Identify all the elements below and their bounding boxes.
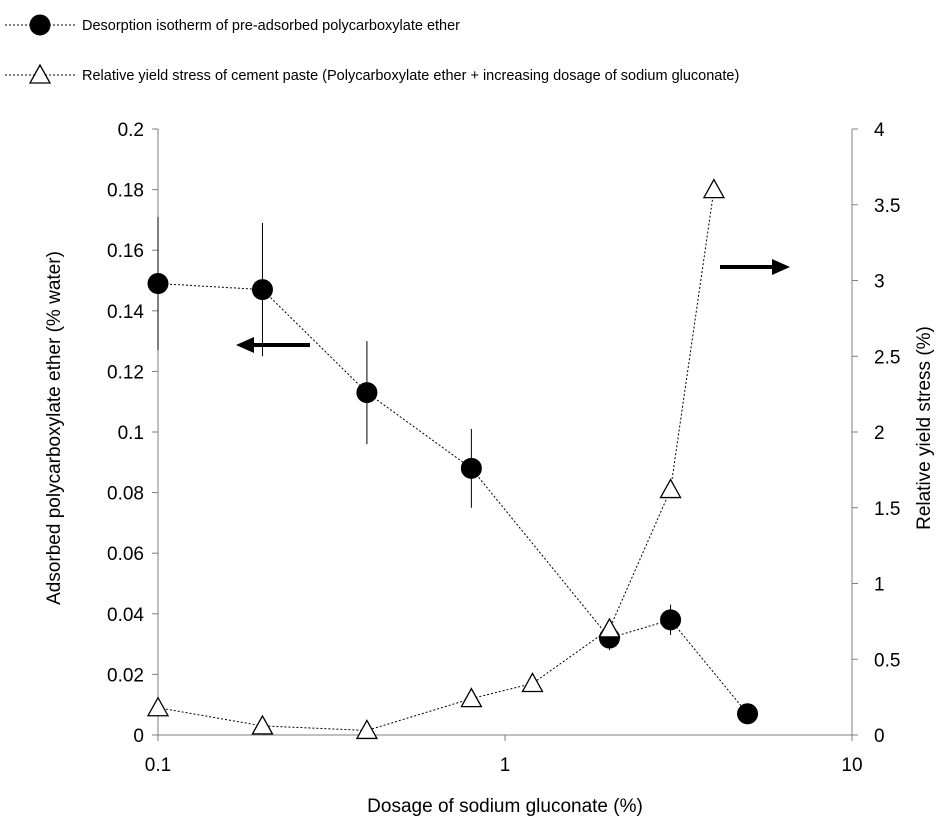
y-right-tick-label: 0.5 xyxy=(874,650,900,671)
y-right-tick-label: 3.5 xyxy=(874,196,900,217)
data-point-triangle xyxy=(659,478,682,499)
y-right-tick-label: 3 xyxy=(874,272,885,293)
markers xyxy=(146,178,759,740)
x-tick-label: 10 xyxy=(841,755,862,776)
data-point-circle xyxy=(460,457,482,479)
x-tick-label: 1 xyxy=(500,755,511,776)
y-left-tick-label: 0.14 xyxy=(107,302,144,323)
y-right-tick-label: 1 xyxy=(874,575,885,596)
y-left-tick-label: 0.08 xyxy=(107,484,144,505)
data-point-triangle xyxy=(146,696,170,717)
legend-label: Relative yield stress of cement paste (P… xyxy=(82,68,739,84)
data-point-triangle xyxy=(251,714,274,735)
y-right-tick-label: 2 xyxy=(874,423,885,444)
y-left-tick-label: 0.18 xyxy=(107,181,144,202)
arrow-left-head xyxy=(236,337,254,353)
data-point-triangle xyxy=(598,617,621,638)
data-point-triangle xyxy=(702,178,726,199)
y-left-tick-label: 0.16 xyxy=(107,241,144,262)
y-right-tick-label: 2.5 xyxy=(874,347,900,368)
arrow-right-head xyxy=(772,259,790,275)
data-point-triangle xyxy=(460,687,483,708)
series-lines xyxy=(157,189,748,731)
y-left-tick-label: 0.04 xyxy=(107,605,144,626)
x-tick-label: 0.1 xyxy=(145,755,171,776)
y-right-tick-label: 0 xyxy=(874,726,885,747)
data-point-circle xyxy=(737,703,759,725)
axes: 00.020.040.060.080.10.120.140.160.180.20… xyxy=(44,120,935,817)
data-point-triangle xyxy=(355,719,379,740)
y-left-tick-label: 0.02 xyxy=(107,665,144,686)
y-left-tick-label: 0.1 xyxy=(118,423,144,444)
legend-label: Desorption isotherm of pre-adsorbed poly… xyxy=(82,18,460,34)
legend: Desorption isotherm of pre-adsorbed poly… xyxy=(5,14,739,84)
y-left-tick-label: 0.06 xyxy=(107,544,144,565)
y-left-tick-label: 0.2 xyxy=(118,120,144,141)
data-point-triangle xyxy=(521,672,544,693)
data-point-circle xyxy=(660,609,682,631)
y-right-axis-label: Relative yield stress (%) xyxy=(914,326,935,530)
y-left-tick-label: 0 xyxy=(133,726,144,747)
y-right-tick-label: 1.5 xyxy=(874,499,900,520)
series-1-line xyxy=(157,189,715,731)
x-axis-label: Dosage of sodium gluconate (%) xyxy=(367,796,643,817)
data-point-circle xyxy=(147,273,169,295)
legend-marker-circle xyxy=(29,14,51,36)
error-bars xyxy=(157,216,672,651)
y-right-tick-label: 4 xyxy=(874,120,885,141)
data-point-circle xyxy=(356,382,378,404)
axis-arrows xyxy=(236,259,790,353)
y-left-axis-label: Adsorbed polycarboxylate ether (% water) xyxy=(44,251,65,605)
legend-marker-triangle xyxy=(28,63,52,84)
data-point-circle xyxy=(251,279,273,301)
y-left-tick-label: 0.12 xyxy=(107,362,144,383)
